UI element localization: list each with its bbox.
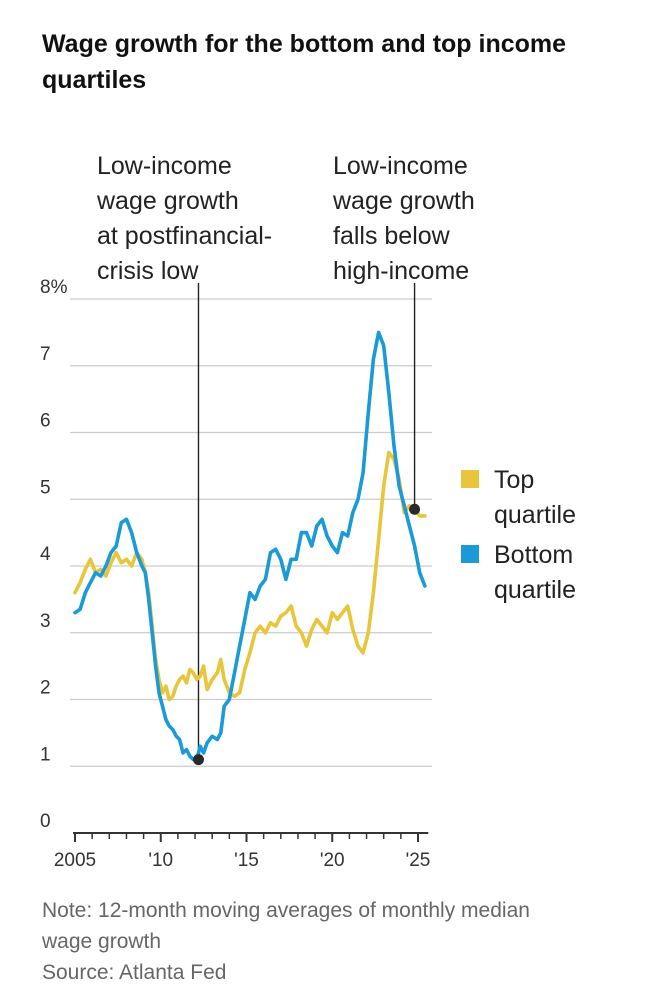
x-tick-label-2010: '10 — [148, 850, 173, 871]
legend-label-2-line-1: Bottom — [494, 541, 573, 569]
y-tick-label-0: 0 — [40, 811, 51, 832]
x-tick-label-2005: 2005 — [54, 850, 96, 871]
legend-label-1-line-2: quartile — [494, 501, 576, 529]
series-line-bottom-quartile — [73, 330, 427, 762]
chart-note: Note: 12-month moving averages of monthl… — [42, 895, 642, 988]
y-tick-label-4: 4 — [40, 544, 51, 565]
y-tick-label-5: 5 — [40, 477, 51, 498]
x-axis: 2005 '10 '15 '20 '25 — [54, 832, 431, 871]
legend: Top quartile Bottom quartile — [461, 466, 576, 604]
chart-title: Wage growth for the bottom and top incom… — [42, 30, 567, 94]
annotation-texts: Low-income wage growth at postfinancial-cr… — [96, 152, 475, 285]
annotation-2-line-4: high-income — [333, 257, 469, 285]
note-line-1: Note: 12-month moving averages of monthl… — [42, 899, 530, 922]
annotation-markers — [192, 503, 421, 766]
annotation-1-line-2: wage growth — [96, 187, 239, 215]
y-tick-label-1: 1 — [40, 744, 51, 765]
legend-label-1-line-1: Top — [494, 466, 534, 494]
series-lines — [73, 330, 427, 762]
y-tick-labels: 0 1 2 3 4 5 6 7 8% — [40, 277, 68, 832]
x-tick-label-2015: '15 — [234, 850, 259, 871]
legend-swatch-2 — [461, 545, 479, 563]
annotation-2-line-1: Low-income — [333, 152, 468, 180]
y-tick-label-8: 8% — [40, 277, 68, 298]
annotation-text-1: Low-income wage growth at postfinancial-cr… — [96, 152, 272, 285]
y-tick-label-6: 6 — [40, 411, 51, 432]
annotation-marker-2 — [409, 503, 421, 515]
annotation-1-line-4: crisis low — [97, 257, 199, 285]
annotation-1-line-3: at postfinancial- — [97, 222, 272, 250]
annotation-1-line-1: Low-income — [97, 152, 232, 180]
annotation-2-line-3: falls below — [333, 222, 451, 250]
legend-swatch-1 — [461, 470, 479, 488]
y-tick-label-7: 7 — [40, 344, 51, 365]
annotation-marker-1 — [192, 754, 204, 766]
annotation-2-line-2: wage growth — [332, 187, 475, 215]
source-line: Source: Atlanta Fed — [42, 961, 227, 984]
y-tick-label-2: 2 — [40, 678, 51, 699]
annotation-text-2: Low-income wage growth falls below high-inc… — [332, 152, 475, 285]
legend-label-2-line-2: quartile — [494, 576, 576, 604]
x-tick-label-2025: '25 — [406, 850, 431, 871]
y-tick-label-3: 3 — [40, 611, 51, 632]
series-line-top-quartile — [73, 450, 427, 702]
x-tick-label-2020: '20 — [320, 850, 345, 871]
note-line-2: wage growth — [42, 930, 162, 953]
